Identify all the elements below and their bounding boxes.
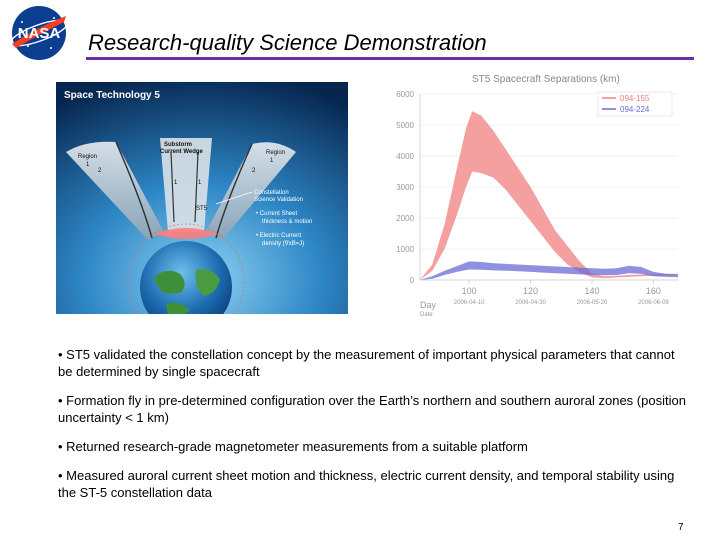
y-tick-label: 6000 [396, 90, 414, 99]
series-band-094-155 [420, 111, 678, 280]
x-tick-label: 140 [584, 286, 599, 296]
legend-label: 094-224 [620, 105, 650, 114]
region-right-label: Region [266, 150, 285, 156]
region-left-num: 1 [86, 162, 90, 168]
illus-bullet-a1: • Current Sheet [256, 211, 297, 217]
legend-box [597, 91, 673, 117]
date-tick-label: 2006-04-30 [515, 300, 546, 306]
num-2-left: 2 [98, 168, 102, 174]
y-tick-label: 3000 [396, 183, 414, 192]
x-tick-label: 120 [523, 286, 538, 296]
bullet-item: • Returned research-grade magnetometer m… [58, 439, 528, 454]
num-1-a: 1 [174, 180, 178, 186]
x-axis-label: Day [420, 300, 437, 310]
illus-bullet-a2: thickness & motion [262, 219, 312, 225]
current-wedge-label: Current Wedge [160, 149, 204, 155]
illus-bullet-b2: density (∇xB=J) [262, 240, 304, 247]
date-tick-label: 2006-05-20 [577, 300, 608, 306]
csv-line2: Science Validation [254, 197, 303, 203]
bullet-list: • ST5 validated the constellation concep… [58, 346, 688, 513]
region-right-num: 1 [270, 158, 274, 164]
y-tick-label: 5000 [396, 121, 414, 130]
y-tick-label: 4000 [396, 152, 414, 161]
right-field-fan [206, 142, 296, 240]
page-number: 7 [678, 522, 684, 533]
earth [140, 241, 232, 314]
nasa-logo-text: NASA [18, 25, 61, 42]
chart-title: ST5 Spacecraft Separations (km) [472, 74, 620, 85]
y-tick-label: 1000 [396, 245, 414, 254]
slide-title: Research-quality Science Demonstration [88, 30, 487, 55]
num-1-b: 1 [198, 180, 202, 186]
csv-line1: Constellation [254, 190, 289, 196]
region-left-label: Region [78, 154, 97, 160]
x-tick-label: 160 [646, 286, 661, 296]
nasa-logo: NASA [9, 6, 69, 60]
st5-illustration: Space Technology 5 Region 1 Substorm Cur… [56, 82, 348, 314]
date-axis-label: Date [420, 312, 433, 318]
date-tick-label: 2006-04-10 [454, 300, 485, 306]
illus-heading: Space Technology 5 [64, 90, 160, 101]
x-tick-label: 100 [462, 286, 477, 296]
title-rule [86, 57, 694, 60]
y-tick-label: 2000 [396, 214, 414, 223]
auroral-oval [154, 228, 218, 239]
series-band-094-224 [420, 261, 678, 280]
bullet-item: • Formation fly in pre-determined config… [58, 393, 686, 425]
illus-bullet-b1: • Electric Current [256, 233, 301, 239]
st5-label: ST5 [196, 206, 208, 212]
num-2-right: 2 [252, 168, 256, 174]
left-field-fan [66, 141, 164, 240]
substorm-label: Substorm [164, 142, 192, 148]
separation-chart: ST5 Spacecraft Separations (km) 0 1000 200… [396, 74, 678, 318]
chart-legend: 094-155 094-224 [597, 91, 673, 117]
bullet-item: • Measured auroral current sheet motion … [58, 468, 675, 500]
y-tick-label: 0 [410, 276, 415, 285]
date-tick-label: 2006-06-09 [638, 300, 669, 306]
bullet-item: • ST5 validated the constellation concep… [58, 347, 675, 379]
legend-label: 094-155 [620, 94, 650, 103]
